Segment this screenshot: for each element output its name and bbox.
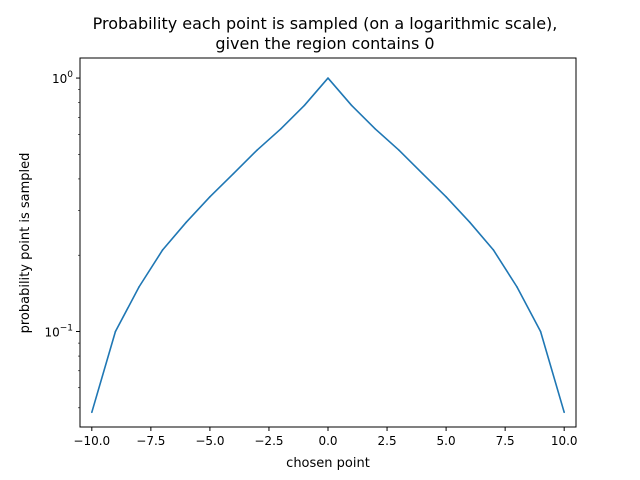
data-point	[563, 411, 565, 414]
data-point	[232, 172, 235, 175]
data-point	[91, 411, 93, 414]
data-point	[516, 286, 518, 288]
x-tick-label: 0.0	[318, 434, 337, 448]
data-point	[398, 149, 400, 151]
data-point	[138, 286, 140, 288]
data-point	[327, 77, 329, 79]
data-point	[161, 249, 164, 251]
x-tick-label: 5.0	[437, 434, 456, 448]
data-point	[468, 221, 471, 223]
x-tick-label: 2.5	[378, 434, 397, 448]
x-tick-label: −2.5	[254, 434, 283, 448]
x-axis: −10.0 −7.5 −5.0 −2.5 0.0 2.5 5.0 7.5 10.0	[73, 427, 578, 448]
data-point	[114, 330, 117, 333]
y-axis-label: probability point is sampled	[18, 153, 33, 334]
plot-frame	[79, 57, 577, 428]
x-tick-label: −7.5	[136, 434, 165, 448]
y-axis: 100 10−1	[44, 70, 80, 409]
data-point	[209, 196, 211, 198]
data-point	[256, 149, 258, 151]
data-point	[374, 128, 377, 130]
x-tick-label: 7.5	[496, 434, 515, 448]
y-tick-label: 100	[52, 70, 73, 86]
x-tick-label: 10.0	[551, 434, 578, 448]
x-tick-label: −10.0	[73, 434, 110, 448]
data-point	[492, 249, 495, 251]
series-line	[91, 77, 565, 413]
data-point	[445, 196, 447, 198]
data-point	[421, 172, 424, 175]
chart-title: Probability each point is sampled (on a …	[93, 14, 558, 33]
data-point	[539, 330, 542, 333]
plot-area	[79, 57, 577, 428]
x-axis-label: chosen point	[286, 456, 370, 471]
data-point	[279, 128, 282, 130]
data-point	[350, 104, 353, 107]
chart-subtitle: given the region contains 0	[215, 34, 434, 53]
data-point	[185, 221, 188, 223]
data-point	[303, 104, 306, 107]
x-tick-label: −5.0	[195, 434, 224, 448]
y-tick-label: 10−1	[44, 324, 73, 340]
